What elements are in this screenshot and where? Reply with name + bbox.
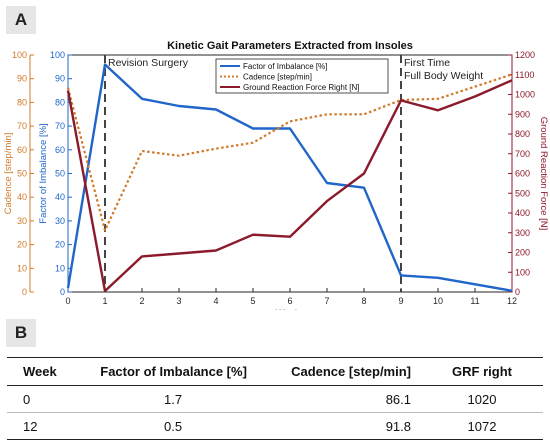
x-tick-label: 10	[433, 296, 443, 306]
cadence-tick-label: 60	[17, 145, 27, 155]
x-tick-label: 7	[324, 296, 329, 306]
x-tick-label: 6	[287, 296, 292, 306]
x-tick-label: 12	[507, 296, 517, 306]
cell-grf: 1072	[421, 412, 543, 440]
series-line-imbalance	[66, 63, 513, 292]
series-line-cadence	[66, 73, 513, 232]
cadence-tick-label: 50	[17, 169, 27, 179]
header-week: Week	[7, 357, 84, 386]
imbalance-tick-label: 90	[55, 74, 65, 84]
annotation-text: First Time	[404, 57, 450, 69]
x-tick-label: 1	[102, 296, 107, 306]
grf-tick-label: 800	[515, 129, 530, 139]
x-tick-label: 4	[213, 296, 218, 306]
cell-imbalance: 0.5	[84, 412, 264, 440]
grf-tick-label: 600	[515, 169, 530, 179]
panel-a-label: A	[6, 6, 36, 34]
x-tick-label: 9	[398, 296, 403, 306]
grf-tick-label: 1100	[515, 70, 534, 80]
cadence-tick-label: 40	[17, 192, 27, 202]
x-axis-label: Weeks	[276, 308, 305, 310]
grf-tick-label: 500	[515, 188, 530, 198]
grf-tick-label: 400	[515, 208, 530, 218]
cadence-tick-label: 30	[17, 216, 27, 226]
grf-tick-label: 300	[515, 228, 530, 238]
annotation-text: Full Body Weight	[404, 70, 483, 82]
gait-chart: Kinetic Gait Parameters Extracted from I…	[3, 40, 549, 310]
cell-week: 0	[7, 385, 84, 413]
x-tick-label: 11	[470, 296, 479, 306]
table-row: 0 1.7 86.1 1020	[7, 385, 543, 413]
grf-tick-label: 1200	[515, 50, 535, 60]
results-table: Week Factor of Imbalance [%] Cadence [st…	[7, 357, 543, 440]
annotation-text: Revision Surgery	[108, 57, 189, 69]
cadence-tick-label: 70	[17, 121, 27, 131]
cell-cadence: 91.8	[263, 412, 421, 440]
imbalance-tick-label: 80	[55, 97, 65, 107]
imbalance-tick-label: 60	[55, 145, 65, 155]
cell-cadence: 86.1	[263, 385, 421, 413]
table-row: 12 0.5 91.8 1072	[7, 412, 543, 440]
cadence-tick-label: 10	[17, 263, 27, 273]
legend-label: Factor of Imbalance [%]	[243, 62, 327, 71]
series-line-grf	[66, 79, 513, 293]
imbalance-tick-label: 30	[55, 216, 65, 226]
x-tick-label: 2	[139, 296, 144, 306]
header-imbalance: Factor of Imbalance [%]	[84, 357, 264, 386]
cadence-tick-label: 20	[17, 240, 27, 250]
legend-label: Ground Reaction Force Right [N]	[243, 83, 360, 92]
grf-tick-label: 1000	[515, 90, 535, 100]
imbalance-axis-label: Factor of Imbalance [%]	[38, 123, 49, 223]
panel-b-label: B	[6, 319, 36, 347]
imbalance-tick-label: 40	[55, 192, 65, 202]
imbalance-tick-label: 50	[55, 169, 65, 179]
chart-title: Kinetic Gait Parameters Extracted from I…	[167, 40, 413, 52]
grf-tick-label: 0	[515, 287, 520, 297]
imbalance-tick-label: 0	[60, 287, 65, 297]
header-cadence: Cadence [step/min]	[263, 357, 421, 386]
cell-week: 12	[7, 412, 84, 440]
cell-grf: 1020	[421, 385, 543, 413]
grf-tick-label: 200	[515, 248, 530, 258]
table-header-row: Week Factor of Imbalance [%] Cadence [st…	[7, 357, 543, 386]
cadence-tick-label: 100	[12, 50, 27, 60]
imbalance-tick-label: 100	[50, 50, 65, 60]
legend-box	[215, 58, 389, 94]
grf-axis-label: Ground Reaction Force [N]	[538, 117, 549, 231]
grf-tick-label: 900	[515, 109, 530, 119]
imbalance-tick-label: 70	[55, 121, 65, 131]
cadence-tick-label: 90	[17, 74, 27, 84]
cell-imbalance: 1.7	[84, 385, 264, 413]
x-tick-label: 0	[65, 296, 70, 306]
cadence-tick-label: 0	[22, 287, 27, 297]
cadence-tick-label: 80	[17, 97, 27, 107]
cadence-axis-label: Cadence [step/min]	[3, 133, 14, 215]
header-grf: GRF right	[421, 357, 543, 386]
x-tick-label: 3	[176, 296, 181, 306]
grf-tick-label: 100	[515, 267, 530, 277]
imbalance-tick-label: 10	[55, 263, 65, 273]
grf-tick-label: 700	[515, 149, 530, 159]
legend-label: Cadence [step/min]	[243, 73, 312, 82]
imbalance-tick-label: 20	[55, 240, 65, 250]
x-tick-label: 8	[361, 296, 366, 306]
x-tick-label: 5	[250, 296, 255, 306]
